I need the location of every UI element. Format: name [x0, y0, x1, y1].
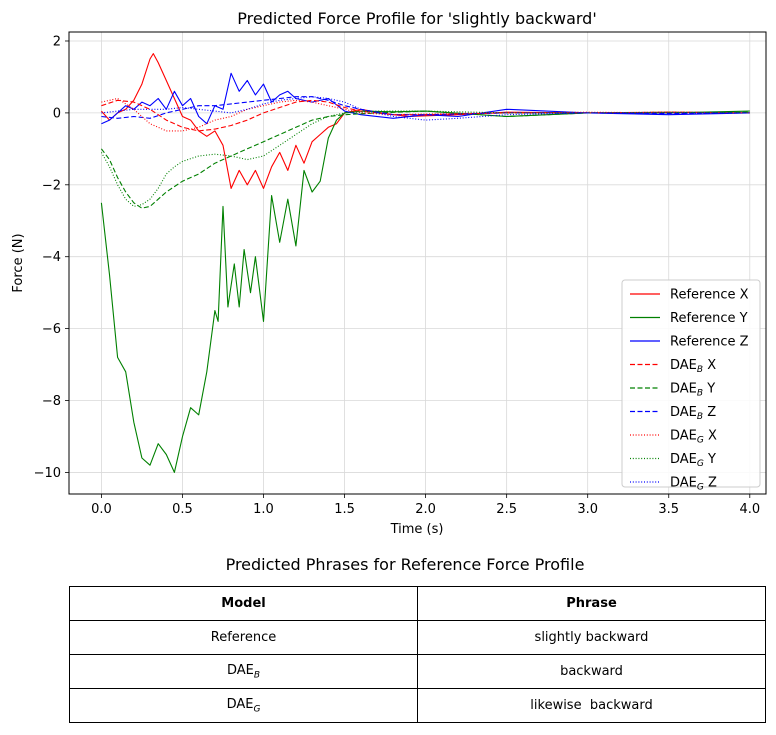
phrase-table: Model Phrase Reference slightly backward D… — [69, 586, 766, 723]
y-axis-label: Force (N) — [11, 233, 26, 292]
series-line-reference-z — [101, 72, 750, 125]
model-cell: Reference — [69, 620, 418, 655]
y-tick-label: −10 — [34, 466, 61, 481]
x-axis-label: Time (s) — [390, 522, 444, 537]
table-row: DAEG likewise backward — [69, 688, 766, 723]
y-tick-label: 2 — [53, 34, 61, 49]
x-tick-label: 0.5 — [172, 502, 193, 517]
legend-label: DAEG Z — [670, 476, 717, 493]
table-title: Predicted Phrases for Reference Force Pr… — [225, 555, 585, 574]
legend-label: Reference X — [670, 288, 749, 303]
legend: Reference X Reference Y Reference Z DAEB X D… — [621, 279, 761, 493]
y-tick-label: −2 — [42, 178, 61, 193]
chart-title: Predicted Force Profile for 'slightly ba… — [237, 9, 596, 28]
x-tick-label: 3.0 — [577, 502, 598, 517]
table-header-row: Model Phrase — [69, 586, 766, 621]
table-row: DAEB backward — [69, 654, 766, 689]
x-tick-label: 4.0 — [739, 502, 760, 517]
phrase-cell: slightly backward — [417, 620, 766, 655]
force-profile-chart: 0.0 0.5 1.0 1.5 2.0 2.5 3.0 3.5 4.0 2 0 −2 −4 −6 −8 −1… — [11, 9, 767, 537]
x-tick-label: 1.0 — [253, 502, 274, 517]
legend-label: DAEB Y — [670, 382, 715, 399]
series-line-daeb-z — [101, 96, 750, 119]
legend-box — [621, 279, 761, 488]
legend-label: Reference Z — [670, 335, 749, 350]
phrase-cell: likewise backward — [417, 688, 766, 723]
model-cell: DAEG — [69, 688, 418, 723]
x-tick-label: 0.0 — [91, 502, 112, 517]
model-cell: DAEB — [69, 654, 418, 689]
legend-label: DAEB Z — [670, 405, 716, 422]
plot-frame — [68, 31, 767, 495]
x-tick-label: 2.0 — [415, 502, 436, 517]
x-tick-label: 1.5 — [334, 502, 355, 517]
series-line-daeg-x — [101, 97, 750, 132]
series-line-daeg-z — [101, 96, 750, 121]
y-tick-label: −6 — [42, 322, 61, 337]
legend-label: DAEB X — [670, 358, 716, 375]
x-tick-label: 2.5 — [496, 502, 517, 517]
x-axis-ticks: 0.0 0.5 1.0 1.5 2.0 2.5 3.0 3.5 4.0 — [91, 494, 760, 517]
series-line-daeg-y — [100, 110, 750, 207]
y-axis-ticks: 2 0 −2 −4 −6 −8 −10 — [34, 34, 69, 481]
table-row: Reference slightly backward — [69, 620, 766, 655]
x-tick-label: 3.5 — [658, 502, 679, 517]
series-line-daeb-x — [101, 99, 750, 132]
series-layer — [100, 53, 750, 473]
legend-label: DAEG X — [670, 429, 717, 446]
y-tick-label: −8 — [42, 394, 61, 409]
phrase-cell: backward — [417, 654, 766, 689]
legend-label: Reference Y — [670, 311, 748, 326]
y-tick-label: 0 — [53, 106, 61, 121]
legend-label: DAEG Y — [670, 452, 716, 469]
header-phrase: Phrase — [417, 586, 766, 621]
header-model: Model — [69, 586, 418, 621]
y-tick-label: −4 — [42, 250, 61, 265]
